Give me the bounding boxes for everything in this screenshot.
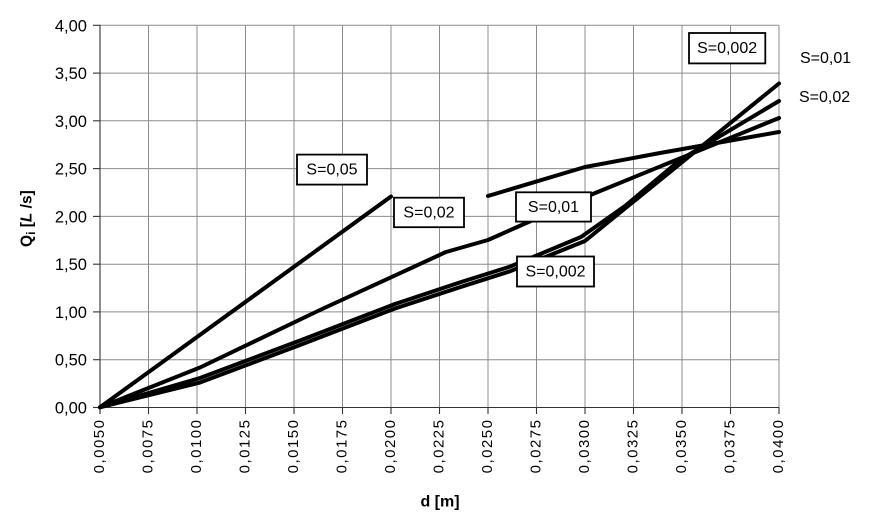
svg-text:S=0,01: S=0,01 xyxy=(528,199,579,216)
svg-text:S=0,05: S=0,05 xyxy=(306,162,357,179)
svg-text:S=0,02: S=0,02 xyxy=(403,204,454,221)
svg-text:0,0100: 0,0100 xyxy=(188,419,205,474)
svg-text:3,50: 3,50 xyxy=(55,65,87,83)
svg-text:0,00: 0,00 xyxy=(55,400,87,418)
svg-text:4,00: 4,00 xyxy=(55,17,87,35)
svg-text:3,00: 3,00 xyxy=(55,113,87,131)
svg-text:0,0250: 0,0250 xyxy=(479,419,496,474)
svg-text:1,50: 1,50 xyxy=(55,256,87,274)
svg-text:0,50: 0,50 xyxy=(55,352,87,370)
svg-text:d [m]: d [m] xyxy=(420,493,459,510)
svg-text:0,0375: 0,0375 xyxy=(722,419,739,474)
svg-text:2,00: 2,00 xyxy=(55,208,87,226)
svg-text:0,0075: 0,0075 xyxy=(140,419,157,474)
svg-text:S=0,02: S=0,02 xyxy=(799,89,850,106)
svg-text:0,0350: 0,0350 xyxy=(673,419,690,474)
svg-text:2,50: 2,50 xyxy=(55,161,87,179)
svg-text:0,0150: 0,0150 xyxy=(285,419,302,474)
svg-text:Qi [L /s]: Qi [L /s] xyxy=(19,190,39,247)
svg-text:0,0050: 0,0050 xyxy=(91,419,108,474)
svg-text:0,0200: 0,0200 xyxy=(382,419,399,474)
svg-text:S=0,002: S=0,002 xyxy=(525,264,585,281)
svg-text:1,00: 1,00 xyxy=(55,304,87,322)
svg-text:0,0400: 0,0400 xyxy=(770,419,787,474)
svg-text:0,0125: 0,0125 xyxy=(237,419,254,474)
svg-text:0,0300: 0,0300 xyxy=(576,419,593,474)
svg-text:0,0275: 0,0275 xyxy=(528,419,545,474)
svg-text:0,0175: 0,0175 xyxy=(334,419,351,474)
svg-text:S=0,01: S=0,01 xyxy=(800,50,851,67)
svg-text:0,0225: 0,0225 xyxy=(431,419,448,474)
svg-text:0,0325: 0,0325 xyxy=(625,419,642,474)
svg-text:S=0,002: S=0,002 xyxy=(697,40,757,57)
